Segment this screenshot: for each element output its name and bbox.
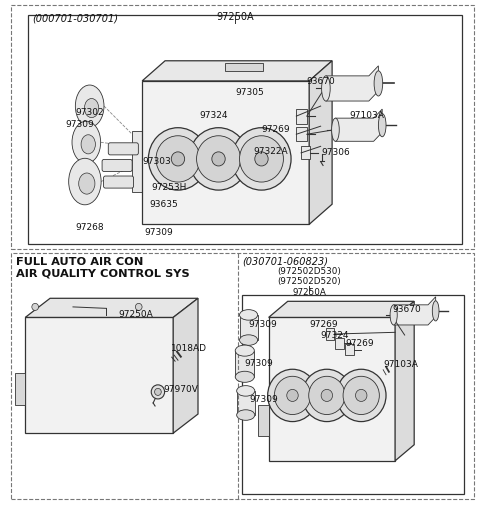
Bar (34, 383, 61, 402)
Polygon shape (25, 318, 173, 433)
Text: 97253H: 97253H (152, 183, 187, 192)
Text: 97269: 97269 (345, 338, 373, 347)
FancyBboxPatch shape (102, 160, 132, 172)
Polygon shape (258, 406, 269, 436)
Polygon shape (269, 301, 414, 318)
Polygon shape (336, 338, 344, 349)
Circle shape (32, 304, 38, 311)
Circle shape (197, 136, 240, 183)
FancyBboxPatch shape (104, 177, 133, 189)
Ellipse shape (378, 115, 386, 137)
Circle shape (135, 304, 142, 311)
Ellipse shape (235, 372, 254, 383)
Polygon shape (296, 110, 307, 124)
Circle shape (171, 153, 185, 167)
Ellipse shape (374, 72, 383, 97)
Text: 97324: 97324 (199, 111, 228, 119)
Text: (972502D530)
(972502D520)
97250A: (972502D530) (972502D520) 97250A (277, 267, 341, 296)
Polygon shape (225, 64, 263, 72)
Ellipse shape (75, 86, 104, 128)
Bar (28, 17, 462, 245)
Text: 97269: 97269 (262, 125, 290, 134)
Polygon shape (345, 344, 354, 356)
Text: 97250A: 97250A (118, 309, 153, 318)
Bar (240, 315, 258, 340)
Polygon shape (395, 301, 414, 461)
Bar (103, 383, 130, 402)
Polygon shape (309, 62, 332, 225)
Ellipse shape (79, 174, 95, 195)
Bar (34, 357, 61, 377)
Text: 97309: 97309 (66, 120, 95, 129)
Text: 97305: 97305 (235, 88, 264, 97)
Text: 97250A: 97250A (216, 13, 254, 22)
Circle shape (275, 377, 311, 415)
Ellipse shape (240, 310, 258, 321)
Bar (82, 416, 120, 428)
Text: 93635: 93635 (149, 200, 178, 209)
Polygon shape (326, 328, 335, 340)
Polygon shape (142, 62, 332, 82)
Ellipse shape (322, 77, 330, 102)
Circle shape (255, 153, 268, 167)
Text: FULL AUTO AIR CON
AIR QUALITY CONTROL SYS: FULL AUTO AIR CON AIR QUALITY CONTROL SY… (16, 256, 189, 278)
Ellipse shape (69, 159, 101, 206)
Text: 97103A: 97103A (383, 360, 418, 369)
Bar (11, 7, 474, 250)
Polygon shape (269, 318, 395, 461)
Text: 97309: 97309 (245, 359, 274, 368)
Bar (169, 372, 176, 406)
Text: (000701-030701): (000701-030701) (33, 14, 119, 23)
Ellipse shape (432, 301, 439, 321)
Text: 1018AD: 1018AD (171, 343, 207, 352)
Text: 97306: 97306 (321, 147, 350, 157)
Polygon shape (326, 67, 378, 102)
Polygon shape (15, 373, 25, 406)
Circle shape (155, 389, 161, 395)
Circle shape (356, 390, 367, 401)
Circle shape (321, 390, 333, 401)
FancyBboxPatch shape (108, 143, 138, 156)
Circle shape (212, 153, 225, 167)
Bar (11, 254, 474, 498)
Bar (68, 357, 96, 377)
Text: 97324: 97324 (320, 330, 348, 339)
Bar (132, 132, 142, 192)
Text: 93670: 93670 (307, 77, 336, 86)
Polygon shape (173, 298, 198, 433)
Circle shape (148, 128, 207, 191)
Circle shape (336, 370, 386, 422)
Ellipse shape (81, 135, 96, 155)
Bar (237, 391, 255, 415)
Circle shape (343, 377, 379, 415)
Polygon shape (142, 82, 309, 225)
Text: 93670: 93670 (393, 304, 421, 313)
Circle shape (240, 136, 283, 183)
Circle shape (302, 370, 352, 422)
Text: 97303: 97303 (142, 157, 171, 166)
Circle shape (232, 128, 291, 191)
Text: 97322A: 97322A (253, 146, 288, 156)
Text: 97302: 97302 (75, 108, 104, 116)
Polygon shape (301, 147, 310, 160)
Ellipse shape (332, 119, 339, 142)
Ellipse shape (390, 305, 397, 325)
Text: 97269: 97269 (309, 319, 338, 328)
Text: 97268: 97268 (75, 223, 104, 232)
Text: 97309: 97309 (144, 227, 173, 236)
Ellipse shape (237, 386, 255, 396)
Text: 97309: 97309 (249, 319, 277, 328)
Bar (68, 383, 96, 402)
Polygon shape (296, 128, 307, 142)
Circle shape (189, 128, 248, 191)
Text: 97309: 97309 (250, 395, 278, 403)
Circle shape (156, 136, 200, 183)
Ellipse shape (84, 99, 99, 118)
Ellipse shape (240, 335, 258, 345)
Circle shape (151, 385, 165, 399)
Bar (34, 328, 165, 350)
Circle shape (268, 370, 317, 422)
Circle shape (287, 390, 298, 401)
Bar (309, 132, 318, 192)
Polygon shape (25, 298, 198, 318)
